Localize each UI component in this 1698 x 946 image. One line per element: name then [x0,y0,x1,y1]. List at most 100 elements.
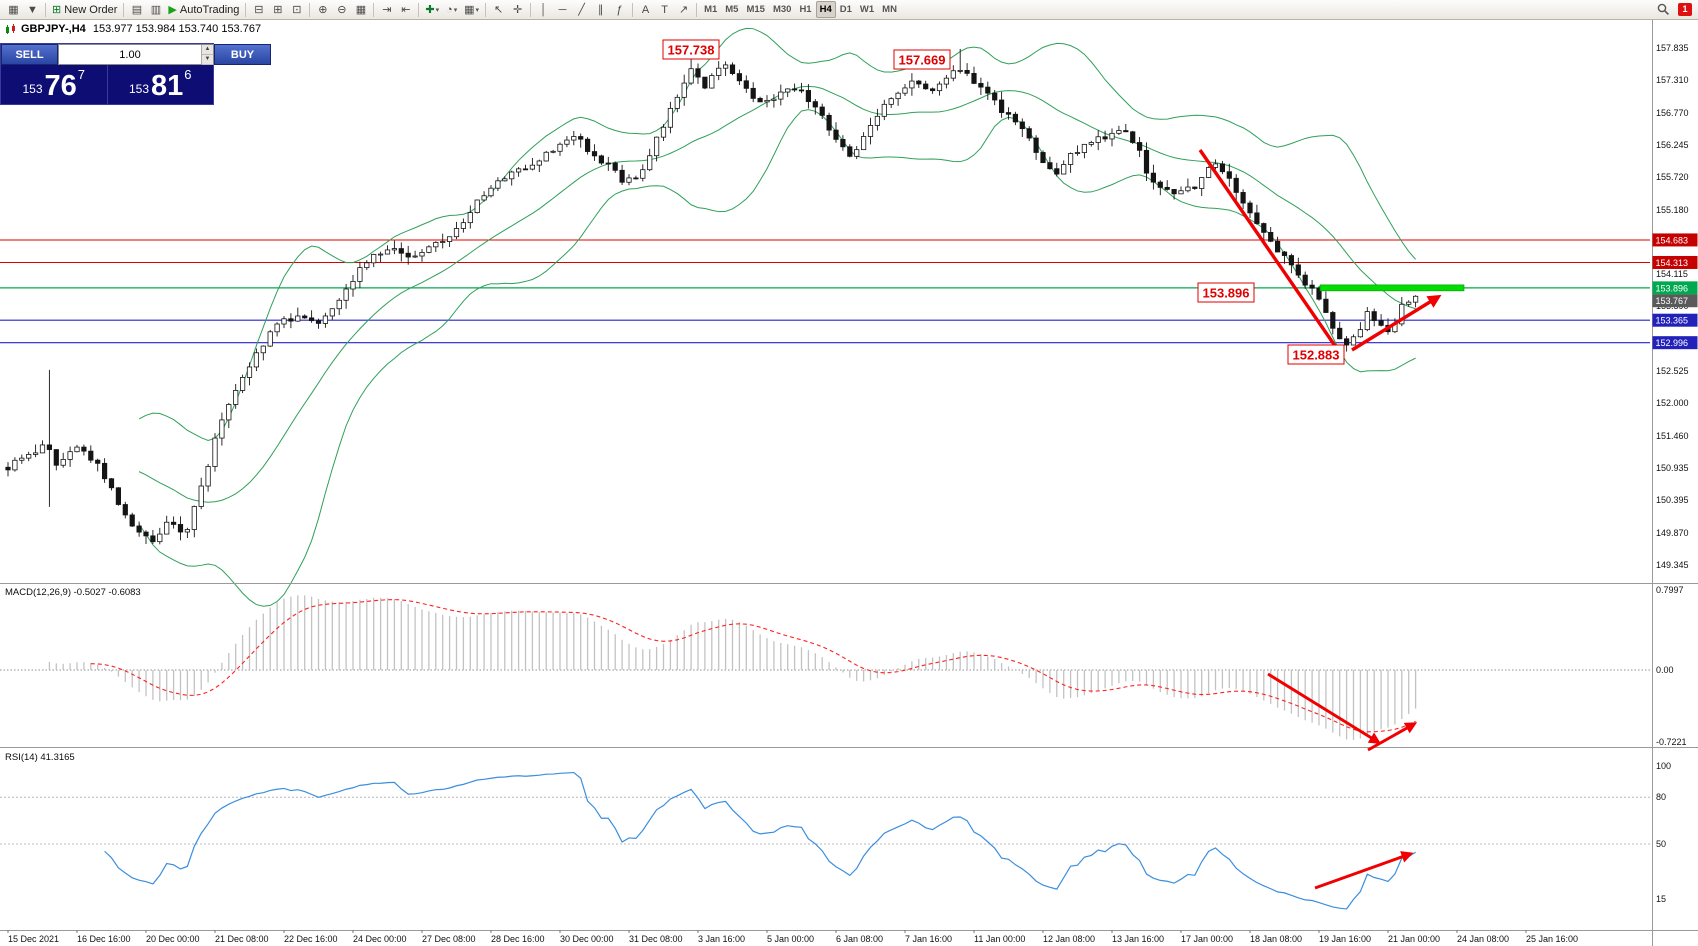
scripts-icon[interactable]: ▥ [150,4,162,16]
svg-text:150.935: 150.935 [1656,463,1689,473]
rsi-label: RSI(14) 41.3165 [5,752,75,763]
annotation-box [893,49,951,70]
equidistant-channel-icon[interactable]: ∥ [597,4,604,16]
line-chart-icon[interactable]: ⊡ [292,4,302,16]
timeframe-m1-button[interactable]: M1 [704,4,718,15]
zoom-out-icon[interactable]: ⊖ [337,4,347,16]
chart-profiles-icon[interactable]: ▼ [27,3,38,16]
search-icon[interactable] [1654,1,1673,18]
toolbar-separator [485,2,487,17]
trend-arrows [1198,149,1442,360]
panel-separators [0,20,1698,946]
toolbar: ▦ ▼ ⊞ New Order ▤ ▥ ▶ AutoTrading ⊟ ⊞ ⊡ ⊕ ⊖ ▦ ⇥ ⇤ ✚ ▾ ◔ ▾ ▦ ▾… [0,0,1698,20]
svg-text:0.00: 0.00 [1656,665,1674,675]
timeframe-mn-button[interactable]: MN [882,4,897,15]
chart-title: GBPJPY-,H4 153.977 153.984 153.740 153.7… [5,23,261,35]
buy-price[interactable]: 153 81 6 [108,65,214,104]
annotation-box [1197,282,1255,303]
volume-input[interactable] [59,45,201,64]
timeframe-h1-button[interactable]: H1 [799,4,812,15]
annotation-text: 157.738 [668,43,715,58]
sell-price-big: 76 [44,70,77,102]
new-chart-icon[interactable]: ▦ [8,4,19,16]
toolbar-separator [530,2,532,17]
price-level-tag [1652,233,1698,247]
crosshair-icon[interactable]: ✛ [512,4,523,16]
sell-price-prefix: 153 [22,82,43,96]
price-level-tag [1652,281,1698,295]
auto-scroll-icon[interactable]: ⇥ [382,4,392,16]
volume-stepper: ▲ ▼ [201,45,213,65]
text-icon[interactable]: A [641,3,650,16]
toolbar-separator [45,2,46,17]
buy-price-pipette: 6 [184,67,192,82]
toolbar-right: 1 [1654,1,1694,18]
svg-text:19 Jan 16:00: 19 Jan 16:00 [1319,934,1371,944]
experts-icon[interactable]: ▤ [131,4,143,16]
rsi-panel: 100 80 50 15 [0,761,1671,910]
timeframe-h4-button[interactable]: H4 [815,1,836,18]
arrows-tool-icon[interactable]: ↗ [678,4,689,16]
svg-text:153.365: 153.365 [1656,316,1689,326]
svg-text:20 Dec 00:00: 20 Dec 00:00 [146,934,200,944]
horizontal-line-icon[interactable]: ─ [558,3,567,16]
svg-text:154.313: 154.313 [1656,258,1689,268]
toolbar-separator [418,2,420,17]
sell-button[interactable]: SELL [1,44,58,65]
cursor-icon[interactable]: ↖ [493,4,504,16]
autotrading-button[interactable]: ▶ AutoTrading [168,3,240,17]
candlestick-chart-icon[interactable]: ⊞ [273,4,283,16]
indicators-add-icon[interactable]: ✚ ▾ [425,4,440,16]
timeframe-w1-button[interactable]: W1 [859,4,875,15]
svg-text:152.996: 152.996 [1656,338,1689,348]
svg-text:155.720: 155.720 [1656,172,1689,182]
buy-price-prefix: 153 [128,82,150,96]
bar-chart-icon[interactable]: ⊟ [254,4,264,16]
support-zone[interactable] [1319,284,1465,292]
bollinger-bands [138,27,1416,607]
toolbar-separator [696,2,698,17]
timeframe-d1-button[interactable]: D1 [839,4,852,15]
svg-text:12 Jan 08:00: 12 Jan 08:00 [1043,934,1095,944]
symbol-period-label: GBPJPY-,H4 [21,23,86,35]
tile-windows-icon[interactable]: ▦ [355,4,367,16]
candlestick-icon [6,23,15,34]
svg-text:21 Dec 08:00: 21 Dec 08:00 [215,934,269,944]
svg-text:153.896: 153.896 [1656,283,1689,293]
templates-icon[interactable]: ▦ ▾ [464,4,480,16]
notification-badge[interactable]: 1 [1678,3,1692,16]
toolbar-separator [632,2,634,17]
text-label-icon[interactable]: T [661,3,668,16]
fibonacci-icon[interactable]: ƒ [616,3,623,16]
new-order-button[interactable]: ⊞ New Order [52,3,118,17]
volume-down-button[interactable]: ▼ [202,55,213,65]
bollinger-upper-band [138,27,1416,441]
zoom-in-icon[interactable]: ⊕ [318,4,328,16]
svg-text:27 Dec 08:00: 27 Dec 08:00 [422,934,476,944]
buy-button[interactable]: BUY [214,44,271,65]
svg-text:18 Jan 08:00: 18 Jan 08:00 [1250,934,1302,944]
timeframe-m5-button[interactable]: M5 [725,4,739,15]
volume-up-button[interactable]: ▲ [202,45,213,55]
periods-icon[interactable]: ◔ ▾ [446,3,458,16]
chart-shift-icon[interactable]: ⇤ [401,4,411,16]
svg-text:152.000: 152.000 [1656,398,1689,408]
toolbar-separator [245,2,247,17]
vertical-line-icon[interactable]: │ [540,3,547,16]
trendline-icon[interactable]: ╱ [578,4,585,16]
toolbar-separator [123,2,125,17]
sell-price[interactable]: 153 76 7 [1,65,107,104]
volume-box: ▲ ▼ [58,44,214,65]
timeframe-m30-button[interactable]: M30 [772,4,792,15]
ohlc-quotes: 153.977 153.984 153.740 153.767 [89,23,262,35]
svg-text:13 Jan 16:00: 13 Jan 16:00 [1112,934,1164,944]
annotation-text: 152.883 [1293,348,1340,363]
svg-text:31 Dec 08:00: 31 Dec 08:00 [629,934,683,944]
current-price-tag [1652,294,1698,308]
svg-text:154.683: 154.683 [1656,235,1689,245]
annotation-text: 157.669 [899,53,946,68]
macd-label: MACD(12,26,9) -0.5027 -0.6083 [5,587,141,598]
svg-text:151.460: 151.460 [1656,431,1689,441]
timeframe-m15-button[interactable]: M15 [746,4,765,15]
bollinger-lower-band [138,109,1416,607]
